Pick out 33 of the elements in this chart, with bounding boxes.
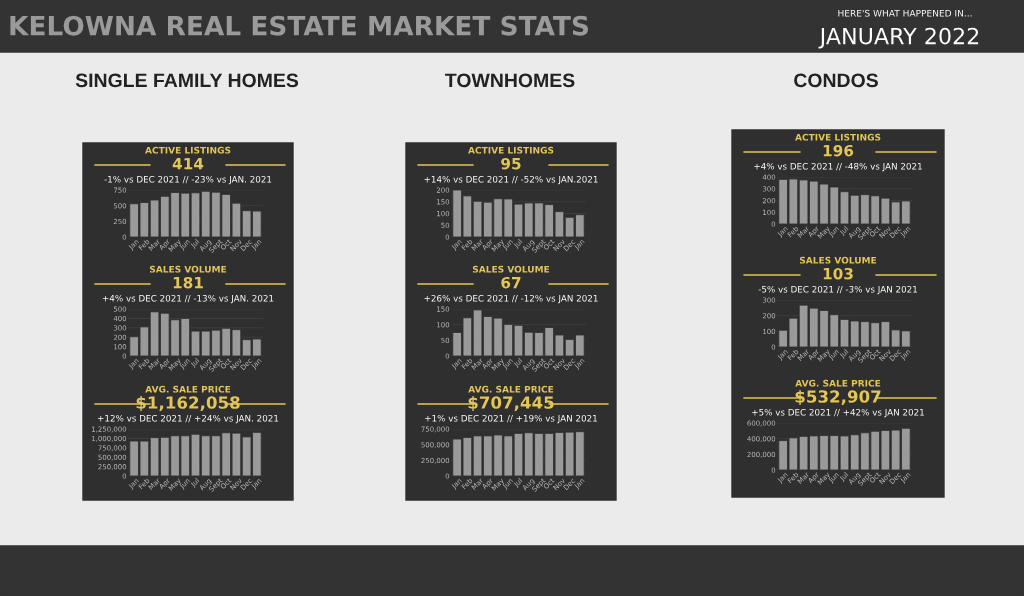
text: +4% vs DEC 2021 // -48% vs JAN 2021 — [754, 162, 922, 172]
chart-title: AVG. SALE PRICE — [468, 385, 554, 393]
text: -5% vs DEC 2021 // -3% vs JAN 2021 — [758, 285, 917, 295]
chart-subtitle: 414 — [172, 158, 204, 170]
chart-title: ACTIVE LISTINGS — [795, 133, 881, 141]
chart-title: SALES VOLUME — [149, 265, 227, 273]
chart-title: AVG. SALE PRICE — [145, 385, 231, 393]
text: TOWNHOMES — [445, 73, 575, 88]
chart-subtitle: $532,907 — [795, 389, 881, 406]
text: CONDOS — [794, 73, 878, 88]
chart-subtitle: 103 — [823, 267, 853, 280]
text: +14% vs DEC 2021 // -52% vs JAN.2021 — [424, 175, 598, 185]
chart-title: SALES VOLUME — [472, 265, 550, 273]
text: -1% vs DEC 2021 // -23% vs JAN. 2021 — [104, 175, 272, 185]
chart-subtitle: 181 — [173, 276, 203, 289]
chart-title: SALES VOLUME — [799, 256, 877, 264]
text: HERE'S WHAT HAPPENED IN... — [838, 9, 972, 17]
text: +5% vs DEC 2021 // +42% vs JAN 2021 — [752, 408, 924, 418]
text: KELOWNA REAL ESTATE MARKET STATS — [10, 15, 588, 36]
chart-subtitle: $1,162,058 — [136, 395, 240, 412]
text: +26% vs DEC 2021 // -12% vs JAN 2021 — [424, 294, 598, 304]
chart-title: ACTIVE LISTINGS — [145, 146, 231, 154]
text: +1% vs DEC 2021 // +19% vs JAN 2021 — [425, 414, 597, 424]
chart-subtitle: 67 — [501, 276, 521, 289]
text: SINGLE FAMILY HOMES — [75, 73, 299, 88]
chart-subtitle: 95 — [501, 157, 521, 170]
chart-subtitle: $707,445 — [468, 395, 554, 412]
chart-title: AVG. SALE PRICE — [795, 379, 881, 387]
chart-subtitle: 196 — [823, 144, 854, 157]
text: JANUARY 2022 — [818, 27, 979, 49]
text: +12% vs DEC 2021 // +24% vs JAN. 2021 — [98, 414, 279, 424]
text: +4% vs DEC 2021 // -13% vs JAN. 2021 — [102, 294, 274, 304]
chart-title: ACTIVE LISTINGS — [468, 146, 554, 154]
